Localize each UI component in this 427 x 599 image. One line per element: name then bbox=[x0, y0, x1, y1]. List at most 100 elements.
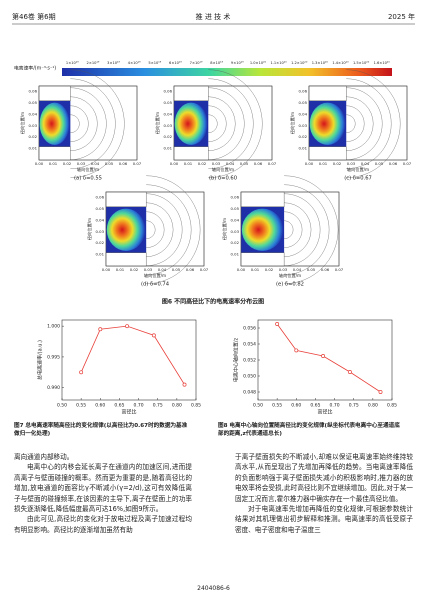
panel-label: (b) δ=0.60 bbox=[209, 176, 237, 182]
data-point bbox=[79, 370, 84, 375]
contour-arc bbox=[146, 211, 165, 248]
contour-arc bbox=[284, 211, 303, 248]
panel-x-tick: 0.05 bbox=[240, 161, 249, 166]
panel-label: (c) δ=0.67 bbox=[344, 176, 372, 182]
panel-y-tick: 0.04 bbox=[96, 217, 105, 222]
paragraph: 对于电离速率先增加再降低的变化规律,可根据参数统计结果对其机理做出初步解释和推测… bbox=[235, 505, 413, 534]
panel-y-label: 径向位置/m bbox=[19, 112, 26, 134]
colorbar-label: 3×10¹⁹ bbox=[107, 61, 120, 65]
panel-x-tick: 0.02 bbox=[63, 161, 72, 166]
panel-label: (e) δ=0.82 bbox=[276, 282, 304, 288]
colorbar-label: 1.2×10²⁰ bbox=[291, 61, 308, 65]
colorbar-label: 1.0×10²⁰ bbox=[250, 61, 267, 65]
panel-y-tick: 0.04 bbox=[29, 111, 38, 116]
wall bbox=[308, 85, 347, 102]
paragraph: 离向通道内部移动。 bbox=[14, 453, 74, 461]
plot-frame bbox=[257, 319, 393, 401]
y-axis-label: 总电离速率/(a.u.) bbox=[37, 340, 44, 380]
wall bbox=[38, 85, 71, 102]
panel-x-label: 轴向位置/m bbox=[144, 272, 166, 279]
contour-arc bbox=[346, 69, 401, 178]
panel-x-tick: 0.05 bbox=[105, 161, 114, 166]
panel-y-tick: 0.05 bbox=[299, 100, 308, 105]
contour-arc bbox=[346, 87, 383, 160]
y-tick-label: 0.050 bbox=[243, 374, 256, 380]
x-tick-label: 0.70 bbox=[134, 403, 144, 409]
panel-y-tick: 0.06 bbox=[299, 89, 308, 94]
x-tick-label: 0.85 bbox=[191, 403, 201, 409]
data-point bbox=[321, 354, 326, 358]
y-tick-label: 0.052 bbox=[243, 358, 256, 364]
panel-x-tick: 0.06 bbox=[389, 161, 398, 166]
figure-caption: 图8 电离中心轴向位置随高径比的变化规律(纵坐标代表电离中心至通道底部的距离,z… bbox=[218, 421, 400, 437]
panel-y-tick: 0.01 bbox=[231, 252, 240, 257]
panel-frame-edge bbox=[38, 85, 138, 161]
contour-arc bbox=[208, 105, 227, 142]
panel-y-tick: 0.05 bbox=[231, 206, 240, 211]
panel-x-tick: 0.07 bbox=[403, 161, 412, 166]
panel-x-tick: 0.01 bbox=[251, 267, 260, 272]
contour-arc bbox=[346, 114, 356, 133]
panel-x-tick: 0.05 bbox=[172, 267, 181, 272]
panel-y-label: 径向位置/m bbox=[289, 112, 296, 134]
panel-x-tick: 0.07 bbox=[268, 161, 277, 166]
wall bbox=[38, 146, 71, 161]
x-tick-label: 0.50 bbox=[57, 403, 67, 409]
y-tick-label: 0.048 bbox=[243, 390, 256, 396]
colorbar-label: 1.6×10²⁰ bbox=[374, 61, 391, 65]
panel-y-tick: 0.01 bbox=[96, 252, 105, 257]
x-tick-label: 0.70 bbox=[330, 403, 340, 409]
ionization-zone bbox=[106, 208, 146, 251]
panel-y-tick: 0.03 bbox=[299, 123, 308, 128]
panel-x-tick: 0.06 bbox=[119, 161, 128, 166]
wall bbox=[308, 146, 347, 161]
panel-y-tick: 0.06 bbox=[29, 89, 38, 94]
panel-y-tick: 0.06 bbox=[96, 195, 105, 200]
colorbar-label: 8×10¹⁹ bbox=[210, 61, 223, 65]
panel-y-tick: 0.02 bbox=[29, 134, 38, 139]
panel-x-tick: 0.01 bbox=[116, 267, 125, 272]
data-point bbox=[347, 370, 352, 374]
panel-y-tick: 0.01 bbox=[29, 146, 38, 151]
panel-y-tick: 0.02 bbox=[231, 240, 240, 245]
panel-y-tick: 0.04 bbox=[231, 217, 240, 222]
figures: 第46卷 第6期 推 进 技 术 2025 年 电离速率/(m⁻³·s⁻¹) 1… bbox=[12, 12, 415, 437]
colorbar-label: 1.1×10²⁰ bbox=[270, 61, 287, 65]
panel-x-tick: 0.04 bbox=[293, 267, 302, 272]
panel-y-tick: 0.06 bbox=[231, 195, 240, 200]
data-point bbox=[125, 324, 130, 329]
panel-frame-edge bbox=[308, 85, 408, 161]
panel-x-tick: 0.04 bbox=[158, 267, 167, 272]
x-tick-label: 0.55 bbox=[272, 403, 282, 409]
panel-x-tick: 0.02 bbox=[265, 267, 274, 272]
panel-x-label: 轴向位置/m bbox=[279, 272, 301, 279]
panel-y-label: 径向位置/m bbox=[221, 218, 228, 240]
contour-arc bbox=[146, 202, 174, 257]
x-tick-label: 0.60 bbox=[291, 403, 301, 409]
ionization-zone bbox=[39, 102, 70, 145]
contour-arc bbox=[70, 96, 98, 151]
colorbar-label: 1.5×10²⁰ bbox=[353, 61, 370, 65]
y-axis-label: 电离中心轴向位置/z bbox=[233, 337, 240, 382]
x-tick-label: 0.75 bbox=[153, 403, 163, 409]
panel-y-tick: 0.05 bbox=[164, 100, 173, 105]
contour-arc bbox=[146, 193, 183, 266]
contour-arc bbox=[208, 69, 263, 178]
panel-x-tick: 0.02 bbox=[198, 161, 207, 166]
panel-x-tick: 0.06 bbox=[321, 267, 330, 272]
x-tick-label: 0.50 bbox=[253, 403, 263, 409]
ionization-zone bbox=[174, 102, 208, 145]
panel-x-tick: 0.03 bbox=[279, 267, 288, 272]
colorbar bbox=[62, 68, 392, 76]
paragraph: 由此可见,高径比的变化对于放电过程及离子加速过程均有明显影响。高径比的逐渐增加虽… bbox=[14, 515, 192, 534]
panel-y-tick: 0.05 bbox=[29, 100, 38, 105]
panel-x-tick: 0.06 bbox=[254, 161, 263, 166]
colorbar-label: 6×10¹⁹ bbox=[169, 61, 182, 65]
wall bbox=[173, 146, 209, 161]
panel-y-tick: 0.05 bbox=[96, 206, 105, 211]
header-volume: 第46卷 第6期 bbox=[12, 12, 56, 21]
wall bbox=[240, 191, 285, 208]
colorbar-label: 9×10¹⁹ bbox=[231, 61, 244, 65]
contour-arc bbox=[70, 114, 80, 133]
